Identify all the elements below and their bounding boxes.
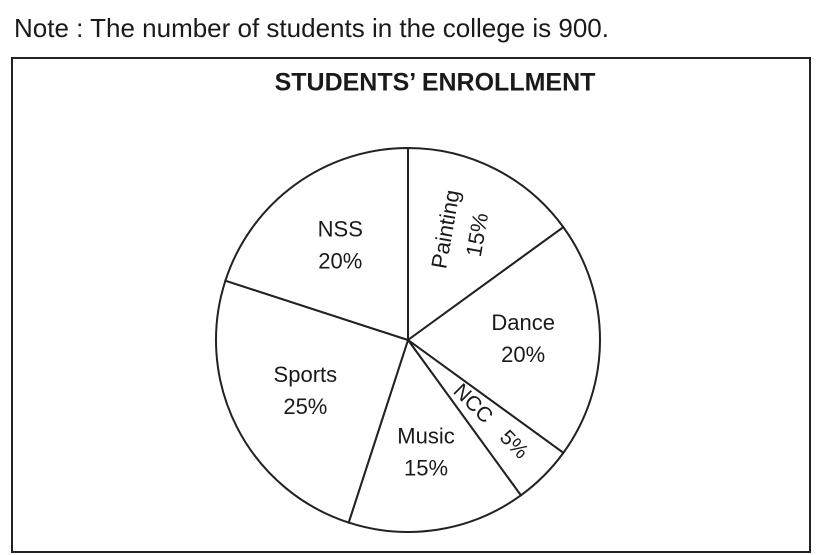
pie-slice <box>406 225 601 455</box>
note: Note : The number of students in the col… <box>14 13 609 43</box>
pie-slice <box>224 146 409 342</box>
category-label: Dance <box>491 310 555 335</box>
slice-label: Dance 20% <box>491 310 555 367</box>
slice-label: NSS 20% <box>318 217 363 274</box>
value-label: 20% <box>318 249 362 274</box>
value-label: 15% <box>404 456 448 481</box>
chart-frame <box>11 57 811 553</box>
pie-slice <box>347 337 523 533</box>
slice-label: Sports 25% <box>274 362 338 419</box>
category-label: NSS <box>318 217 363 242</box>
pie-slice <box>215 279 410 524</box>
chart-title: STUDENTS’ ENROLLMENT <box>275 69 596 97</box>
slice-label: Music 15% <box>397 424 454 481</box>
value-label: 25% <box>283 394 327 419</box>
category-label: Music <box>397 424 454 449</box>
pie-slice <box>407 146 565 342</box>
value-label: 20% <box>501 342 545 367</box>
category-label: Sports <box>274 362 338 387</box>
